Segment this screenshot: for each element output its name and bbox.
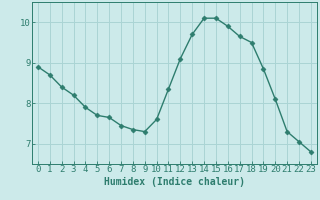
X-axis label: Humidex (Indice chaleur): Humidex (Indice chaleur) [104,177,245,187]
